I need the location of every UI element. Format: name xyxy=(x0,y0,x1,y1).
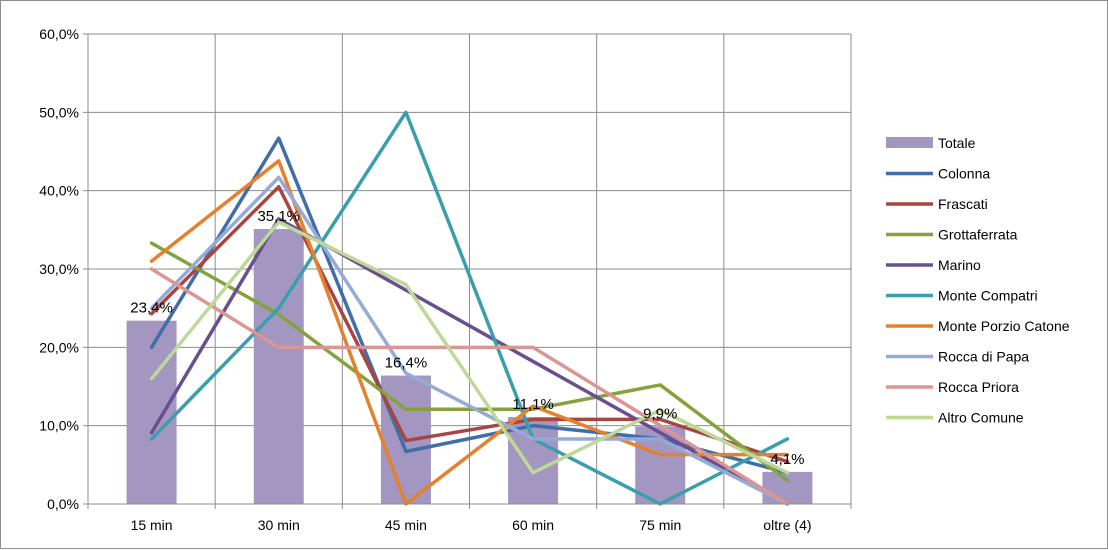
bar-totale xyxy=(253,229,304,505)
line-marino xyxy=(149,217,790,506)
x-tick-label: 75 min xyxy=(639,517,681,533)
line-monte-porzio-catone xyxy=(149,159,790,506)
data-labels: 23,4% 35,1% 16,4% 11,1% 9,9% 4,1% xyxy=(130,208,804,468)
legend-swatch-totale xyxy=(886,137,933,148)
x-tick-label: oltre (4) xyxy=(763,517,811,533)
line-series xyxy=(149,110,790,506)
line-grottaferrata xyxy=(149,241,790,483)
line-rocca-di-papa xyxy=(149,175,790,506)
legend-label-grottaferrata: Grottaferrata xyxy=(938,227,1018,243)
legend-label-frascati: Frascati xyxy=(938,196,988,212)
bar-data-label: 16,4% xyxy=(385,355,428,372)
bar-data-label: 35,1% xyxy=(257,208,300,225)
y-tick-label: 40,0% xyxy=(39,183,79,199)
legend-label-monte-compatri: Monte Compatri xyxy=(938,288,1038,304)
y-tick-label: 30,0% xyxy=(39,261,79,277)
x-tick-label: 45 min xyxy=(385,517,427,533)
bar-totale xyxy=(126,320,177,504)
line-altro-comune xyxy=(149,220,790,475)
y-tick-label: 20,0% xyxy=(39,339,79,355)
legend-label-monte-porzio-catone: Monte Porzio Catone xyxy=(938,318,1070,334)
gridlines xyxy=(87,33,852,505)
legend-label-marino: Marino xyxy=(938,257,981,273)
line-rocca-priora xyxy=(149,267,790,506)
y-tick-label: 10,0% xyxy=(39,418,79,434)
legend-label-rocca-priora: Rocca Priora xyxy=(938,379,1019,395)
x-tick-label: 30 min xyxy=(258,517,300,533)
bar-totale xyxy=(762,471,813,504)
legend: Totale Colonna Frascati Grottaferrata Marino… xyxy=(886,135,1070,426)
bar-data-label: 4,1% xyxy=(770,451,804,468)
y-tick-label: 0,0% xyxy=(47,496,79,512)
legend-label-colonna: Colonna xyxy=(938,166,990,182)
legend-label-totale: Totale xyxy=(938,135,976,151)
x-tick-label: 15 min xyxy=(131,517,173,533)
legend-label-rocca-di-papa: Rocca di Papa xyxy=(938,349,1029,365)
bar-data-label: 23,4% xyxy=(130,300,173,317)
y-tick-label: 60,0% xyxy=(39,26,79,42)
legend-label-altro-comune: Altro Comune xyxy=(938,410,1024,426)
bar-data-label: 9,9% xyxy=(643,405,677,422)
y-tick-label: 50,0% xyxy=(39,104,79,120)
line-frascati xyxy=(149,185,790,464)
line-monte-compatri xyxy=(149,110,790,506)
x-tick-label: 60 min xyxy=(512,517,554,533)
axes: 0,0% 10,0% 20,0% 30,0% 40,0% 50,0% 60,0% 15 min… xyxy=(39,26,852,533)
bar-data-label: 11,1% xyxy=(512,396,553,413)
